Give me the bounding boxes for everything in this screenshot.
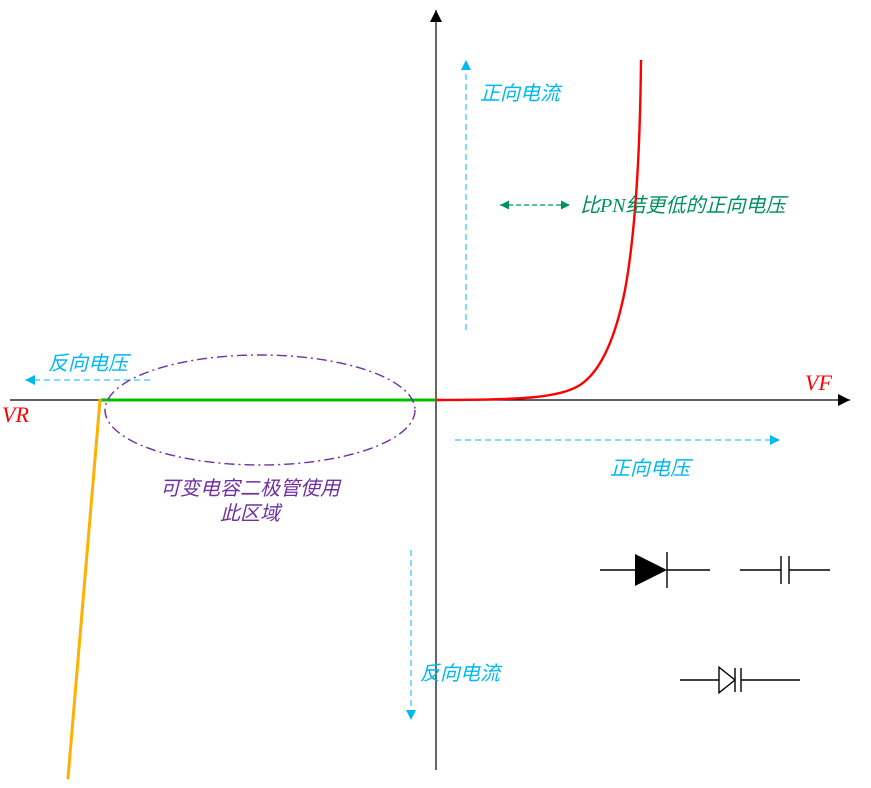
capacitor-symbol-icon: [740, 556, 830, 584]
double-arrow: [500, 201, 570, 210]
varicap-label-line2: 此区域: [220, 503, 283, 525]
forward-current-label: 正向电流: [480, 83, 563, 105]
reverse-current-label: 反向电流: [420, 663, 503, 685]
vr-label: VR: [2, 402, 29, 427]
forward-voltage-arrow: [455, 435, 780, 445]
axes: VF VR: [2, 10, 850, 770]
breakdown-curve: [68, 400, 100, 778]
iv-curve-diagram: VF VR 正向电流正向电压 反向电压反向电流 比PN结更低的正向电压可变电容二极管使用…: [0, 0, 871, 788]
forward-curve: [436, 60, 641, 400]
varicap-label-line1: 可变电容二极管使用: [160, 478, 342, 500]
reverse-voltage-label: 反向电压: [48, 353, 132, 375]
diode-symbol-icon: [600, 552, 710, 588]
pn-note-label: 比PN结更低的正向电压: [580, 195, 790, 217]
varicap-region-ellipse: [105, 355, 415, 465]
forward-voltage-label: 正向电压: [610, 458, 694, 480]
forward-current-arrow: [461, 60, 471, 330]
varactor-symbol-icon: [680, 667, 800, 693]
reverse-voltage-arrow: [25, 375, 150, 385]
reverse-current-arrow: [406, 550, 416, 720]
vf-label: VF: [805, 370, 832, 395]
